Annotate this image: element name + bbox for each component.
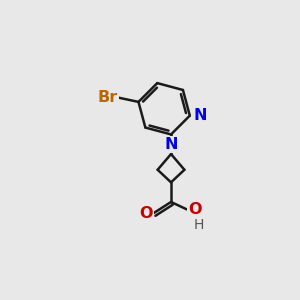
- Text: N: N: [164, 137, 178, 152]
- Text: O: O: [188, 202, 201, 217]
- Text: H: H: [194, 218, 205, 232]
- Text: O: O: [139, 206, 152, 221]
- Text: N: N: [194, 108, 208, 123]
- Text: Br: Br: [98, 90, 118, 105]
